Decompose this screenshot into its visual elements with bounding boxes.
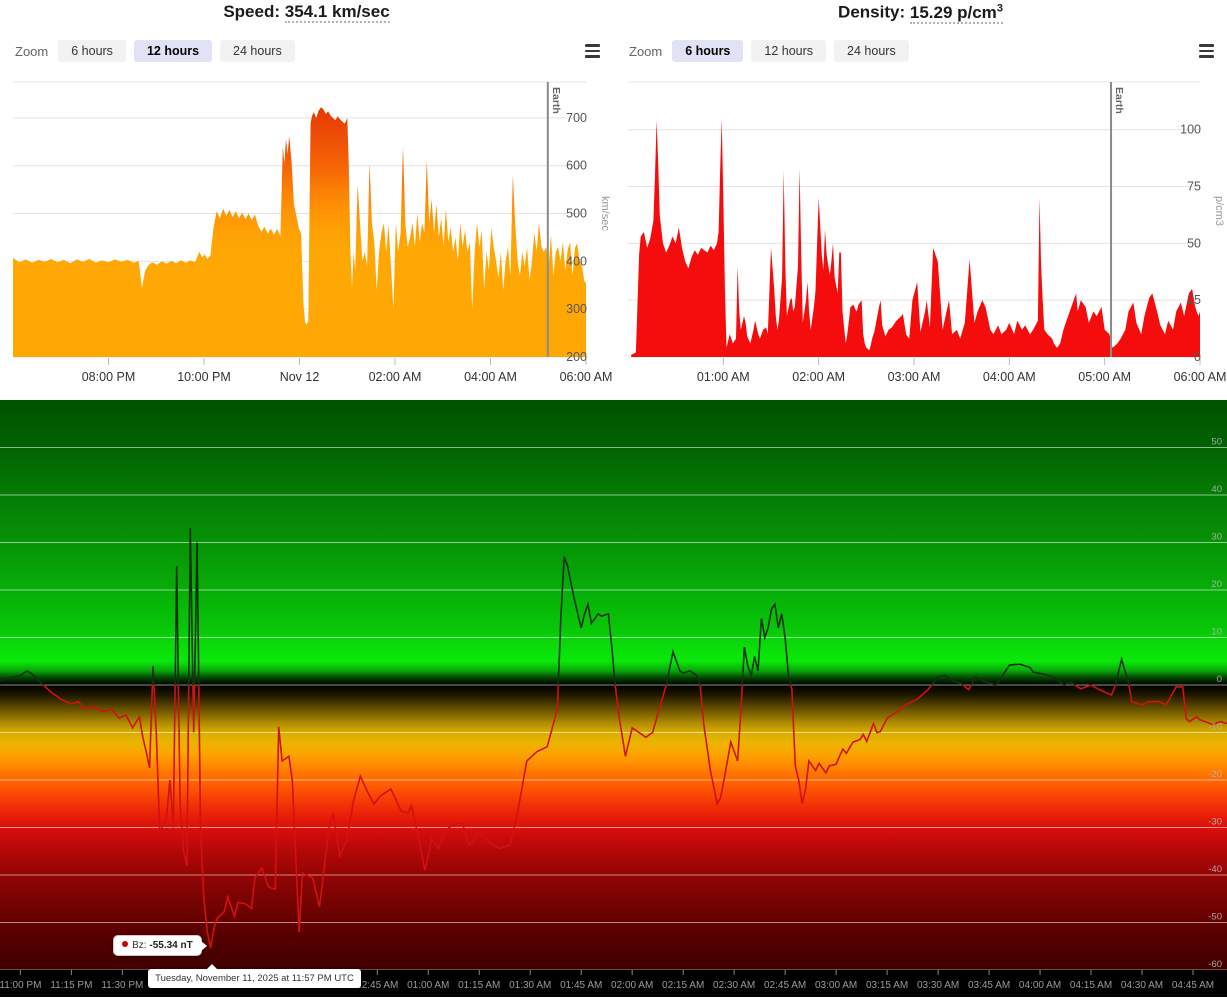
speed-zoom-12h-button[interactable]: 12 hours bbox=[133, 39, 213, 63]
zoom-label: Zoom bbox=[15, 43, 49, 59]
density-toolbar: Zoom 6 hours 12 hours 24 hours bbox=[629, 39, 1214, 63]
earth-label: Earth bbox=[550, 87, 562, 114]
y-tick-label: -10 bbox=[1208, 722, 1222, 733]
y-tick-label: -40 bbox=[1208, 864, 1222, 875]
y-tick-label: 10 bbox=[1211, 627, 1222, 638]
x-tick-label: 01:30 AM bbox=[509, 980, 551, 991]
tooltip-pointer-icon bbox=[200, 940, 207, 951]
zoom-label: Zoom bbox=[629, 43, 663, 59]
density-zoom-24h-button[interactable]: 24 hours bbox=[834, 39, 909, 63]
dot-icon bbox=[122, 941, 129, 948]
x-tick-label: Nov 12 bbox=[280, 370, 320, 384]
x-tick-label: 06:00 AM bbox=[560, 370, 613, 384]
speed-chart-svg[interactable]: Earth 08:00 PM 10:00 PM Nov 12 02:00 AM 04:00… bbox=[0, 0, 613, 400]
x-tick-label: 12:45 AM bbox=[356, 980, 398, 991]
x-tick-label: 03:15 AM bbox=[866, 980, 908, 991]
density-unit-exponent: 3 bbox=[996, 2, 1003, 14]
x-tick-label: 01:15 AM bbox=[458, 980, 500, 991]
x-tick-label: 02:15 AM bbox=[662, 980, 704, 991]
y-tick-label: -60 bbox=[1208, 959, 1222, 970]
y-tick-label: 50 bbox=[1187, 236, 1201, 250]
y-tick-label: -30 bbox=[1208, 817, 1222, 828]
speed-zoom-24h-button[interactable]: 24 hours bbox=[220, 39, 295, 63]
hamburger-menu-icon[interactable] bbox=[585, 44, 600, 58]
x-tick-label: 04:45 AM bbox=[1172, 980, 1214, 991]
y-tick-label: 30 bbox=[1211, 532, 1222, 543]
x-tick-label: 03:00 AM bbox=[888, 370, 941, 384]
x-tick-label: 02:00 AM bbox=[611, 980, 653, 991]
x-tick-label: 02:00 AM bbox=[792, 370, 845, 384]
x-tick-label: 01:00 AM bbox=[697, 370, 750, 384]
x-tick-label: 04:00 AM bbox=[983, 370, 1036, 384]
y-tick-label: 25 bbox=[1187, 293, 1201, 307]
x-tick-label: 03:45 AM bbox=[968, 980, 1010, 991]
bz-date-tooltip: Tuesday, November 11, 2025 at 11:57 PM U… bbox=[148, 964, 361, 988]
x-tick-label: 04:00 AM bbox=[1019, 980, 1061, 991]
x-tick-label: 03:30 AM bbox=[917, 980, 959, 991]
density-title-value[interactable]: 15.29 p/cm3 bbox=[909, 2, 1003, 24]
bz-line-positive bbox=[0, 528, 1130, 685]
x-tick-label: 01:00 AM bbox=[407, 980, 449, 991]
x-tick-label: 05:00 AM bbox=[1078, 370, 1131, 384]
hamburger-menu-icon[interactable] bbox=[1199, 44, 1214, 58]
y-tick-label: 50 bbox=[1211, 437, 1222, 448]
y-tick-label: -20 bbox=[1208, 769, 1222, 780]
y-tick-label: 0 bbox=[1194, 350, 1201, 364]
x-tick-label: 04:00 AM bbox=[464, 370, 517, 384]
x-tick-label: 11:00 PM bbox=[0, 980, 41, 991]
speed-title-label: Speed: bbox=[223, 2, 281, 21]
speed-zoom-6h-button[interactable]: 6 hours bbox=[58, 39, 126, 63]
y-tick-label: 200 bbox=[566, 350, 587, 364]
bz-line-negative bbox=[42, 685, 1227, 948]
y-tick-label: 300 bbox=[566, 302, 587, 316]
x-tick-label: 10:00 PM bbox=[177, 370, 231, 384]
density-panel: Density: 15.29 p/cm3 Zoom 6 hours 12 hou… bbox=[614, 0, 1227, 400]
earth-label: Earth bbox=[1113, 87, 1125, 114]
x-tick-label: 08:00 PM bbox=[82, 370, 136, 384]
y-tick-label: 0 bbox=[1217, 674, 1222, 685]
solar-wind-density-area bbox=[631, 118, 1200, 358]
x-tick-label: 11:15 PM bbox=[50, 980, 92, 991]
bz-panel: 50 40 30 20 10 0 -10 -20 -30 -40 -50 -60 11:00 PM 11:… bbox=[0, 400, 1227, 997]
y-tick-label: 400 bbox=[566, 254, 587, 268]
x-tick-label: 03:00 AM bbox=[815, 980, 857, 991]
y-tick-label: -50 bbox=[1208, 912, 1222, 923]
x-tick-label: 06:00 AM bbox=[1174, 370, 1227, 384]
density-chart-svg[interactable]: Earth 01:00 AM 02:00 AM 03:00 AM 04:00 AM 05:… bbox=[614, 0, 1227, 400]
x-tick-label: 02:00 AM bbox=[369, 370, 422, 384]
bz-chart-svg[interactable]: 50 40 30 20 10 0 -10 -20 -30 -40 -50 -60 11:00 PM 11:… bbox=[0, 400, 1227, 997]
speed-panel: Speed: 354.1 km/sec Zoom 6 hours 12 hour… bbox=[0, 0, 613, 400]
x-tick-label: 04:30 AM bbox=[1121, 980, 1163, 991]
x-tick-label: 02:30 AM bbox=[713, 980, 755, 991]
y-tick-label: 40 bbox=[1211, 484, 1222, 495]
bz-tooltip-label: Bz: bbox=[132, 940, 147, 952]
density-title: Density: 15.29 p/cm3 bbox=[614, 2, 1227, 24]
bz-tooltip-date: Tuesday, November 11, 2025 at 11:57 PM U… bbox=[155, 973, 354, 984]
speed-title: Speed: 354.1 km/sec bbox=[0, 2, 613, 23]
y-tick-label: 500 bbox=[566, 207, 587, 221]
x-tick-label: 11:30 PM bbox=[101, 980, 143, 991]
x-tick-label: 02:45 AM bbox=[764, 980, 806, 991]
y-tick-label: 75 bbox=[1187, 180, 1201, 194]
y-axis-unit: km/sec bbox=[599, 196, 611, 231]
solar-wind-speed-area bbox=[13, 107, 586, 357]
y-tick-label: 100 bbox=[1180, 123, 1201, 137]
speed-title-value[interactable]: 354.1 km/sec bbox=[284, 2, 390, 23]
bz-tooltip: Bz: -55.34 nT bbox=[113, 935, 207, 957]
top-charts-row: Speed: 354.1 km/sec Zoom 6 hours 12 hour… bbox=[0, 0, 1227, 400]
y-tick-label: 20 bbox=[1211, 579, 1222, 590]
y-tick-label: 700 bbox=[566, 111, 587, 125]
speed-toolbar: Zoom 6 hours 12 hours 24 hours bbox=[15, 39, 600, 63]
y-axis-unit: p/cm3 bbox=[1213, 196, 1225, 226]
density-title-label: Density: bbox=[838, 2, 906, 22]
density-zoom-6h-button[interactable]: 6 hours bbox=[672, 39, 744, 63]
x-tick-label: 01:45 AM bbox=[560, 980, 602, 991]
x-tick-label: 04:15 AM bbox=[1070, 980, 1112, 991]
density-zoom-12h-button[interactable]: 12 hours bbox=[751, 39, 827, 63]
bz-tooltip-value: -55.34 nT bbox=[149, 940, 193, 952]
y-tick-label: 600 bbox=[566, 159, 587, 173]
tooltip-pointer-up-icon bbox=[206, 964, 219, 970]
